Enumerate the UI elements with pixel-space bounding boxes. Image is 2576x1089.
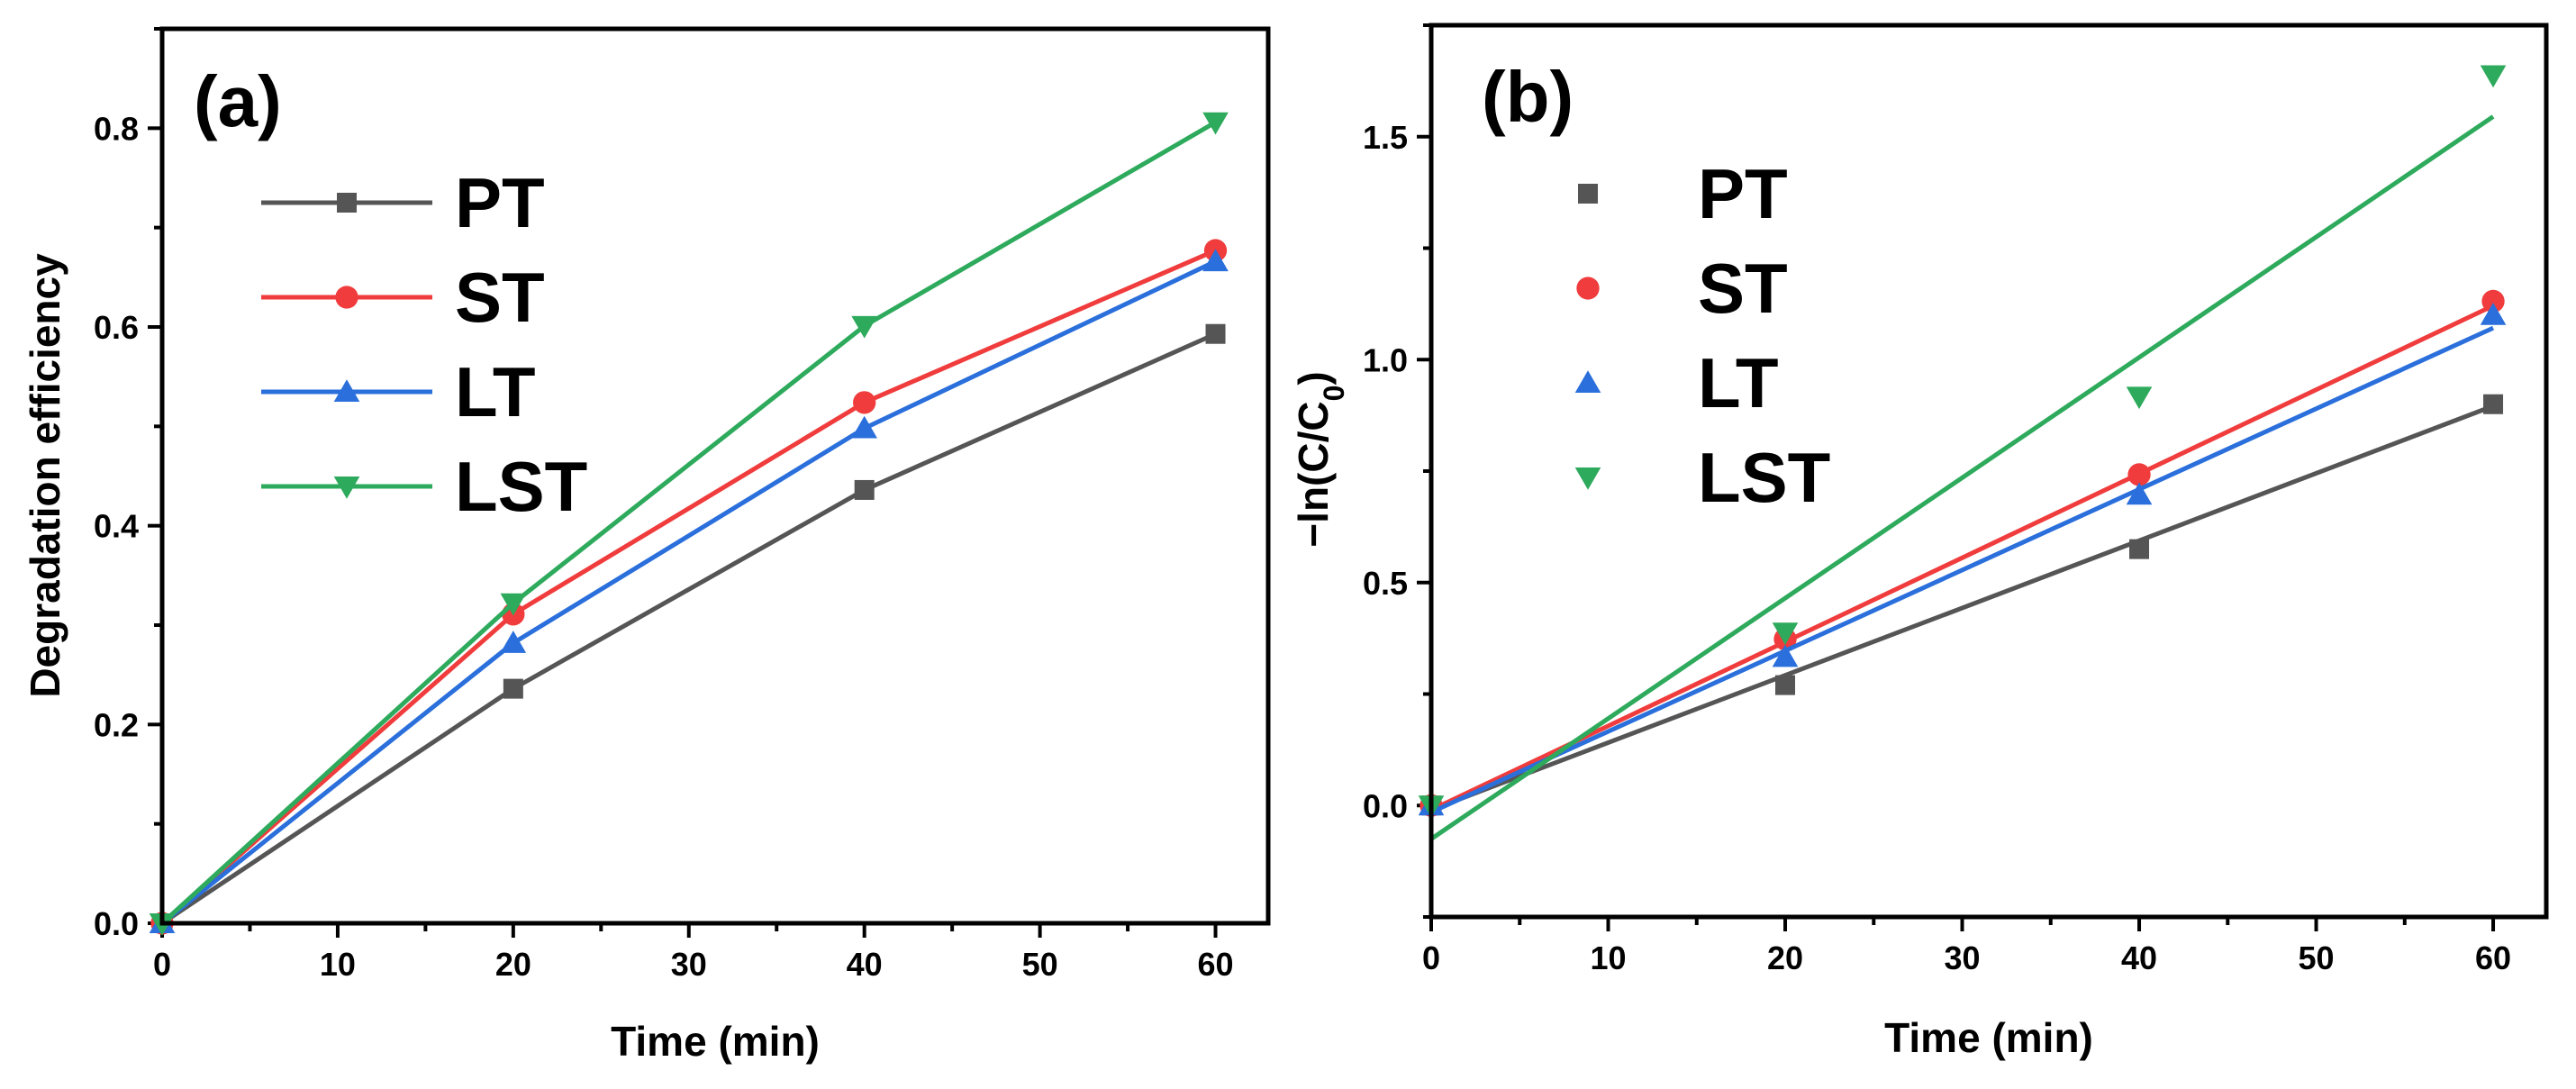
panel-b-legend-marker-pt xyxy=(1578,184,1598,204)
panel-a-y-tick-label: 0.8 xyxy=(94,110,139,147)
panel-b-legend: PT ST LT LST xyxy=(1574,154,1830,517)
panel-a-legend-item-lt: LT xyxy=(261,352,536,431)
panel-a-y-tick-label: 0.6 xyxy=(94,309,139,346)
panel-a-y-tick-label: 0.0 xyxy=(94,905,139,942)
panel-b-y-axis-title: −ln(C/C0) xyxy=(1290,371,1350,547)
panel-b-point-lst xyxy=(1772,622,1799,645)
panel-a-point-st xyxy=(853,391,876,414)
panel-a-x-tick-label: 30 xyxy=(671,946,707,983)
panel-b-point-lst xyxy=(2126,386,2153,410)
panel-a-point-lst xyxy=(1202,112,1229,135)
panel-a-y-tick-label: 0.2 xyxy=(94,706,139,743)
panel-b-x-axis-title: Time (min) xyxy=(1884,1014,2093,1061)
panel-b-label: (b) xyxy=(1482,57,1574,137)
panel-b-legend-label-st: ST xyxy=(1698,249,1788,328)
panel-a-legend: PT ST LT LST xyxy=(261,163,587,526)
panel-a-label: (a) xyxy=(194,61,282,141)
panel-a-legend-item-pt: PT xyxy=(261,163,545,242)
panel-b-y-axis-title-subscript: 0 xyxy=(1318,386,1350,402)
panel-a-frame xyxy=(159,26,1271,926)
panel-b-series-pt xyxy=(1421,394,2504,816)
panel-a-y-axis-title: Degradation efficiency xyxy=(22,253,68,698)
panel-b-point-pt xyxy=(2129,539,2150,559)
panel-a-legend-label-st: ST xyxy=(455,258,545,337)
panel-b-x-tick-label: 10 xyxy=(1590,939,1626,976)
panel-b-x-tick-label: 20 xyxy=(1767,939,1803,976)
panel-b-legend-item-lt: LT xyxy=(1574,343,1779,422)
panel-b-legend-label-pt: PT xyxy=(1698,154,1788,233)
panel-b-legend-marker-lst xyxy=(1574,467,1601,490)
panel-a-legend-marker-lst xyxy=(333,476,360,499)
panel-b-x-tick-label: 50 xyxy=(2299,939,2335,976)
panel-a-legend-label-lst: LST xyxy=(455,447,587,526)
panel-a: 0 10 20 30 40 50 60 0.0 0.2 0.4 0.6 0.8 (a) Time (m… xyxy=(22,26,1271,1065)
panel-a-point-lt xyxy=(851,415,877,439)
panel-b: 0 10 20 30 40 50 60 0.0 0.5 1.0 1.5 (b) Time (min)… xyxy=(1290,23,2549,1061)
panel-b-fit-line-lt xyxy=(1429,325,2495,814)
panel-a-x-tick-label: 0 xyxy=(153,946,171,983)
panel-b-y-axis-title-end: ) xyxy=(1290,371,1337,385)
panel-b-x-tick-label: 30 xyxy=(1945,939,1981,976)
panel-a-x-tick-label: 10 xyxy=(320,946,356,983)
panel-a-x-tick-label: 20 xyxy=(495,946,531,983)
panel-b-point-st xyxy=(2127,463,2151,486)
panel-b-y-tick-label: 0.5 xyxy=(1363,565,1408,602)
panel-a-series-lst xyxy=(149,112,1229,936)
panel-b-frame xyxy=(1429,23,2549,920)
panel-b-point-pt xyxy=(2483,394,2504,414)
panel-b-x-tick-label: 0 xyxy=(1422,939,1440,976)
panel-a-x-tick-label: 50 xyxy=(1022,946,1058,983)
panel-a-line-lt xyxy=(160,259,1217,925)
panel-a-series-pt xyxy=(152,323,1226,933)
panel-a-legend-label-lt: LT xyxy=(455,352,536,431)
panel-b-legend-marker-lt xyxy=(1574,370,1601,393)
panel-b-series-lst xyxy=(1418,65,2507,841)
panel-b-point-pt xyxy=(1775,675,1796,695)
panel-b-legend-label-lt: LT xyxy=(1698,343,1779,422)
panel-a-point-lst xyxy=(851,315,877,339)
panel-a-point-lt xyxy=(1202,249,1229,272)
panel-b-point-lst xyxy=(2480,65,2507,88)
panel-a-x-tick-label: 60 xyxy=(1198,946,1234,983)
panel-b-point-lt xyxy=(2480,303,2507,325)
panel-a-legend-label-pt: PT xyxy=(455,163,545,242)
panel-b-legend-label-lst: LST xyxy=(1698,438,1830,517)
panel-b-x-tick-label: 60 xyxy=(2475,939,2511,976)
panel-b-legend-marker-st xyxy=(1576,277,1600,300)
panel-b-y-axis-title-main: −ln(C/C xyxy=(1290,401,1337,547)
panel-a-point-lt xyxy=(500,631,527,653)
panel-a-legend-item-st: ST xyxy=(261,258,545,337)
panel-b-y-tick-label: 0.0 xyxy=(1363,787,1408,824)
panel-b-point-lt xyxy=(2126,482,2153,505)
panel-b-legend-item-pt: PT xyxy=(1578,154,1788,233)
panel-a-point-pt xyxy=(854,479,875,500)
panel-a-point-pt xyxy=(1205,323,1226,344)
panel-a-x-axis-title: Time (min) xyxy=(611,1018,820,1065)
panel-b-legend-item-st: ST xyxy=(1576,249,1788,328)
panel-a-point-lst xyxy=(500,593,527,616)
panel-b-x-tick-label: 40 xyxy=(2121,939,2157,976)
panel-b-fit-line-lst xyxy=(1429,114,2495,841)
panel-b-point-lt xyxy=(1772,644,1799,667)
panel-b-legend-item-lst: LST xyxy=(1574,438,1830,517)
panel-a-line-st xyxy=(160,248,1217,925)
panel-a-y-tick-label: 0.4 xyxy=(94,508,139,545)
panel-b-series-lt xyxy=(1418,303,2507,816)
panel-b-fit-line-pt xyxy=(1430,404,2494,812)
panel-a-legend-marker-st xyxy=(335,286,358,309)
panel-a-line-lst xyxy=(160,120,1217,925)
panel-a-legend-item-lst: LST xyxy=(261,447,587,526)
panel-a-point-pt xyxy=(503,678,523,699)
panel-a-line-pt xyxy=(160,331,1217,926)
panel-b-fit-line-st xyxy=(1429,304,2495,812)
panel-b-y-tick-label: 1.5 xyxy=(1363,119,1408,156)
panel-b-point-st xyxy=(2481,289,2505,313)
panel-a-legend-marker-lt xyxy=(333,379,360,402)
panel-a-legend-marker-pt xyxy=(337,193,357,213)
panel-a-x-tick-label: 40 xyxy=(847,946,883,983)
panel-b-y-tick-label: 1.0 xyxy=(1363,341,1408,378)
